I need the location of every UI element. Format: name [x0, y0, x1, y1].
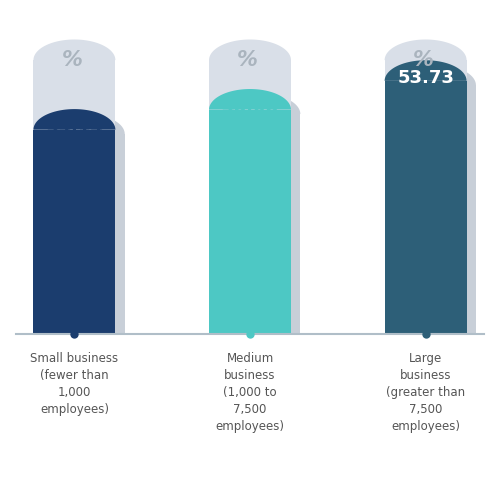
- Text: Medium
business
(1,000 to
7,500
employees): Medium business (1,000 to 7,500 employee…: [216, 352, 284, 432]
- Polygon shape: [218, 94, 300, 114]
- Bar: [43, 134, 124, 334]
- Text: Small business
(fewer than
1,000
employees): Small business (fewer than 1,000 employe…: [30, 352, 118, 416]
- Polygon shape: [384, 60, 466, 81]
- Polygon shape: [43, 114, 124, 134]
- Polygon shape: [209, 40, 291, 60]
- Bar: [384, 60, 466, 334]
- Polygon shape: [34, 40, 116, 60]
- Bar: [218, 114, 300, 334]
- Bar: [394, 86, 476, 334]
- Bar: [209, 110, 291, 334]
- Text: %: %: [62, 50, 82, 70]
- Bar: [384, 81, 466, 334]
- Bar: [34, 60, 116, 334]
- Text: 48.08: 48.08: [222, 98, 278, 116]
- Text: 53.73: 53.73: [397, 69, 454, 87]
- Polygon shape: [394, 64, 476, 86]
- Text: %: %: [413, 50, 434, 70]
- Text: 44.14: 44.14: [46, 118, 103, 136]
- Bar: [209, 60, 291, 334]
- Polygon shape: [34, 109, 116, 130]
- Text: Large
business
(greater than
7,500
employees): Large business (greater than 7,500 emplo…: [386, 352, 465, 432]
- Polygon shape: [209, 89, 291, 110]
- Bar: [34, 130, 116, 334]
- Text: %: %: [237, 50, 258, 70]
- Polygon shape: [384, 40, 466, 60]
